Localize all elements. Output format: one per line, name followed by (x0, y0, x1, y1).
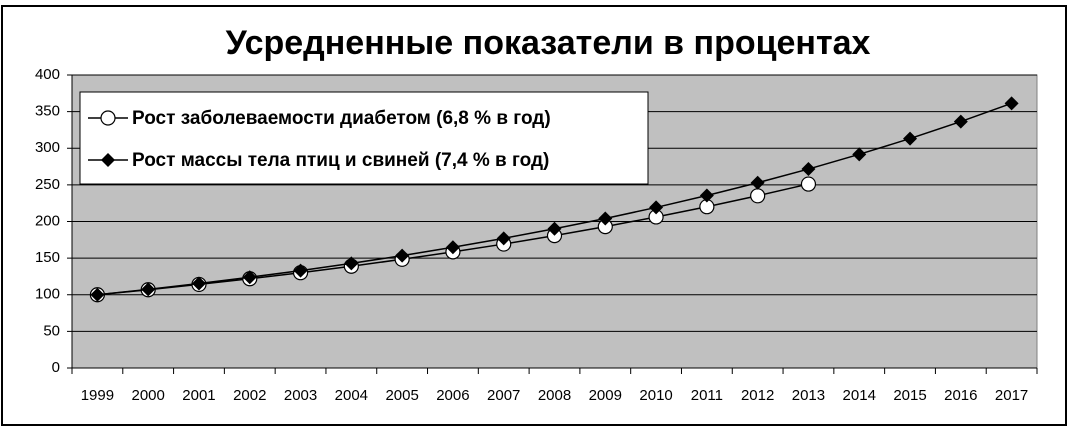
x-tick-label: 2008 (538, 387, 571, 404)
x-tick-label: 2017 (995, 387, 1028, 404)
marker (699, 188, 714, 203)
x-tick-label: 2009 (589, 387, 622, 404)
marker (953, 114, 968, 129)
x-tick-label: 2005 (385, 387, 418, 404)
y-tick-label: 350 (35, 103, 60, 120)
marker (649, 200, 664, 215)
chart-title: Усредненные показатели в процентах (226, 24, 871, 62)
x-tick-label: 2015 (893, 387, 926, 404)
marker (90, 287, 105, 302)
legend-label: Рост заболеваемости диабетом (6,8 % в го… (132, 108, 551, 129)
y-tick-label: 300 (35, 139, 60, 156)
legend-label: Рост массы тела птиц и свиней (7,4 % в г… (132, 150, 549, 171)
marker (496, 231, 511, 246)
marker (800, 176, 817, 192)
y-tick-label: 250 (35, 176, 60, 193)
y-tick-label: 400 (35, 66, 60, 83)
marker (1004, 96, 1019, 111)
marker (750, 188, 766, 204)
x-tick-label: 1999 (81, 387, 114, 404)
x-tick-label: 2010 (639, 387, 672, 404)
x-tick-label: 2001 (182, 387, 215, 404)
marker (445, 240, 460, 255)
x-tick-label: 2002 (233, 387, 266, 404)
y-tick-label: 0 (52, 359, 60, 376)
x-tick-label: 2003 (284, 387, 317, 404)
marker (395, 248, 410, 263)
y-tick-label: 50 (43, 322, 60, 339)
x-tick-label: 2012 (741, 387, 774, 404)
marker (100, 110, 116, 126)
x-tick-label: 2007 (487, 387, 520, 404)
x-tick-label: 2006 (436, 387, 469, 404)
marker (750, 175, 765, 190)
marker (903, 131, 918, 146)
y-tick-label: 150 (35, 249, 60, 266)
marker (852, 147, 867, 162)
x-tick-label: 2013 (792, 387, 825, 404)
marker (598, 211, 613, 226)
legend (79, 91, 649, 185)
x-tick-label: 2000 (131, 387, 164, 404)
x-tick-label: 2016 (944, 387, 977, 404)
marker (191, 276, 206, 291)
marker (344, 256, 359, 271)
marker (101, 153, 115, 167)
marker (547, 221, 562, 236)
y-tick-label: 200 (35, 212, 60, 229)
y-tick-label: 100 (35, 286, 60, 303)
x-tick-label: 2011 (691, 387, 723, 404)
marker (801, 162, 816, 177)
x-tick-label: 2004 (335, 387, 368, 404)
marker (242, 270, 257, 285)
x-tick-label: 2014 (843, 387, 876, 404)
marker (141, 282, 156, 297)
marker (293, 263, 308, 278)
